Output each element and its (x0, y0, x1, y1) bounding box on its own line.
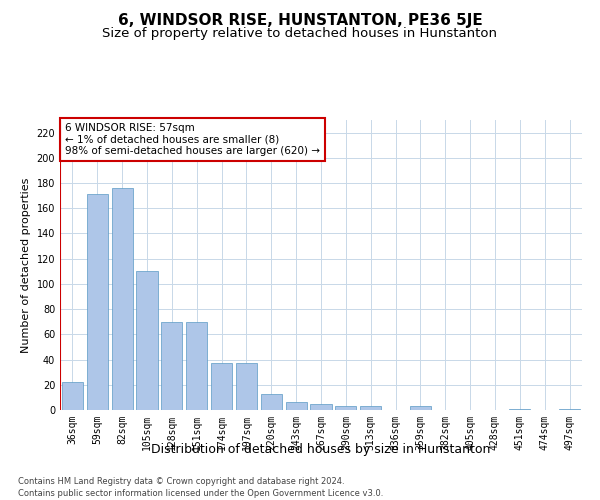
Text: Size of property relative to detached houses in Hunstanton: Size of property relative to detached ho… (103, 28, 497, 40)
Bar (112, 188, 133, 410)
Bar (360, 406, 381, 410)
Bar (310, 404, 332, 410)
Y-axis label: Number of detached properties: Number of detached properties (21, 178, 31, 352)
Bar (62, 382, 83, 410)
Text: Contains public sector information licensed under the Open Government Licence v3: Contains public sector information licen… (18, 489, 383, 498)
Bar (236, 364, 257, 410)
Bar (136, 272, 158, 410)
Text: 6, WINDSOR RISE, HUNSTANTON, PE36 5JE: 6, WINDSOR RISE, HUNSTANTON, PE36 5JE (118, 12, 482, 28)
Bar (161, 322, 182, 410)
Text: Contains HM Land Registry data © Crown copyright and database right 2024.: Contains HM Land Registry data © Crown c… (18, 478, 344, 486)
Text: 6 WINDSOR RISE: 57sqm
← 1% of detached houses are smaller (8)
98% of semi-detach: 6 WINDSOR RISE: 57sqm ← 1% of detached h… (65, 123, 320, 156)
Text: Distribution of detached houses by size in Hunstanton: Distribution of detached houses by size … (151, 442, 491, 456)
Bar (559, 408, 580, 410)
Bar (211, 364, 232, 410)
Bar (286, 402, 307, 410)
Bar (261, 394, 282, 410)
Bar (335, 406, 356, 410)
Bar (509, 408, 530, 410)
Bar (186, 322, 207, 410)
Bar (87, 194, 108, 410)
Bar (410, 406, 431, 410)
